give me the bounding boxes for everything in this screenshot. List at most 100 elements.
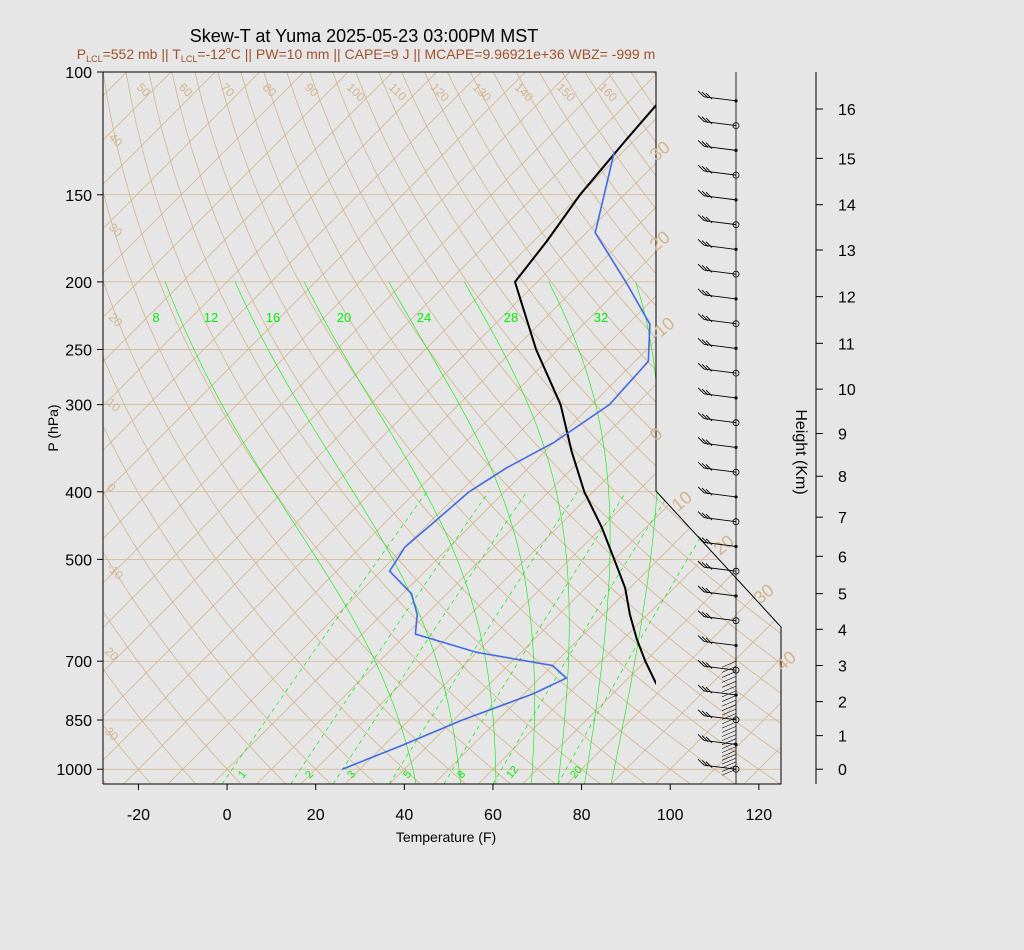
height-tick-label: 12 [838,290,856,307]
temperature-tick-label: 120 [745,807,772,824]
dry-adiabat-line [103,72,287,784]
wind-barb-flag [701,611,709,619]
wind-barb-flag [697,238,705,246]
wind-barb-staff-low [721,699,737,707]
wind-barb-flag [705,538,713,546]
height-tick-label: 6 [838,549,847,566]
subtitle-p-lcl-prefix: P [77,46,86,62]
wind-barb-flag [705,241,713,249]
moist-adiabat-line [388,281,535,784]
dry-adiabat-line [103,72,152,784]
wind-barb-flag [701,190,709,198]
pressure-tick-label: 400 [65,485,92,502]
mixing-ratio-top-label: 28 [504,310,518,325]
wind-barb-flag [705,389,713,397]
y-axis-label: P (hPa) [45,404,61,451]
wind-barb-staff-low [721,671,737,678]
dry-adiabat-line [171,72,691,784]
wind-calm-circle [732,369,740,377]
height-tick-label: 14 [838,198,856,215]
wind-dot [734,495,738,499]
wind-barb-flag [701,586,709,594]
wind-calm-circle [732,617,740,625]
wind-barb-flag [705,464,713,471]
wind-barb-flag [701,537,709,544]
wind-barb-staff [703,269,737,275]
wind-barb-flag [697,313,705,320]
wind-barb-staff-low [721,690,737,698]
wind-barb-flag [701,289,709,297]
wind-barb-flag [701,165,709,173]
wind-barb-flag [697,709,705,716]
subtitle-t-lcl-sub: LCL [181,54,198,64]
wind-barb-flag [701,735,709,742]
isotherm-line [103,72,615,784]
wind-barb-staff-low [721,738,737,745]
wind-barb-flag [697,189,705,197]
temperature-tick-label: 40 [395,807,413,824]
wind-barb-staff-low [721,708,737,716]
wind-barb-staff [703,145,737,151]
height-tick-label: 1 [838,729,847,746]
height-tick-label: 4 [838,622,847,639]
wind-barb-flag [697,659,705,667]
wind-barb-staff-low [721,757,737,765]
dry-adiabat-line [103,72,197,784]
wind-barb-staff-low [721,734,737,741]
moist-adiabat-line [165,281,417,784]
wind-barb-flag [701,760,709,767]
wind-barb-flag [701,512,709,520]
temperature-line [513,103,656,686]
wind-barb-staff [703,195,737,201]
wind-barb-staff-low [721,746,737,753]
height-axis-label: Height (Km) [792,409,809,494]
dewpoint-line [342,151,651,770]
isotherm-line [610,72,781,784]
isotherm-line [103,72,659,784]
wind-barb-flag [705,488,713,496]
wind-barb-staff [703,739,737,745]
wind-barb-staff [703,566,737,572]
mixing-ratio-top-label: 20 [337,310,351,325]
dry-adiabat-line [103,72,466,784]
wind-barb-flag [701,215,709,223]
wind-barb-staff [703,690,737,696]
wind-barb-flag [697,635,705,642]
isotherm-line [477,72,781,784]
wind-barb-flag [697,412,705,419]
wind-barb-staff [703,418,737,424]
wind-dot [734,297,738,301]
chart-subtitle: PLCL=552 mb || TLCL=-12oC || PW=10 mm ||… [77,45,656,64]
wind-barb-staff-low [721,754,737,761]
wind-barb-flag [701,264,709,272]
wind-barb-staff [703,442,737,448]
wind-barb-staff [703,96,737,102]
wind-barb-flag [705,662,713,669]
isotherm-line [103,72,393,784]
wind-barb-flag [697,486,705,494]
wind-barb-flag [701,462,709,470]
temperature-tick-label: 0 [223,807,232,824]
isotherm-line [103,72,438,784]
wind-barb-staff [703,715,737,721]
height-tick-label: 0 [838,762,847,779]
wind-barb-flag [701,636,709,643]
wind-barb-flag [701,710,709,718]
height-tick-label: 16 [838,102,856,119]
moist-adiabat-line [548,281,611,784]
wind-barb-flag [697,139,705,147]
temperature-tick-label: 20 [307,807,325,824]
wind-barb-flag [697,610,705,617]
wind-calm-circle [732,419,740,427]
wind-dot [734,544,738,549]
wind-barb-staff [703,764,737,770]
subtitle-rest: C || PW=10 mm || CAPE=9 J || MCAPE=9.969… [231,46,656,62]
pressure-tick-label: 100 [65,65,92,82]
wind-barb-flag [705,414,713,422]
wind-barb-flag [705,563,713,570]
dry-adiabat-line [103,72,376,784]
wind-dot [734,643,738,648]
isotherm-line [103,72,349,784]
